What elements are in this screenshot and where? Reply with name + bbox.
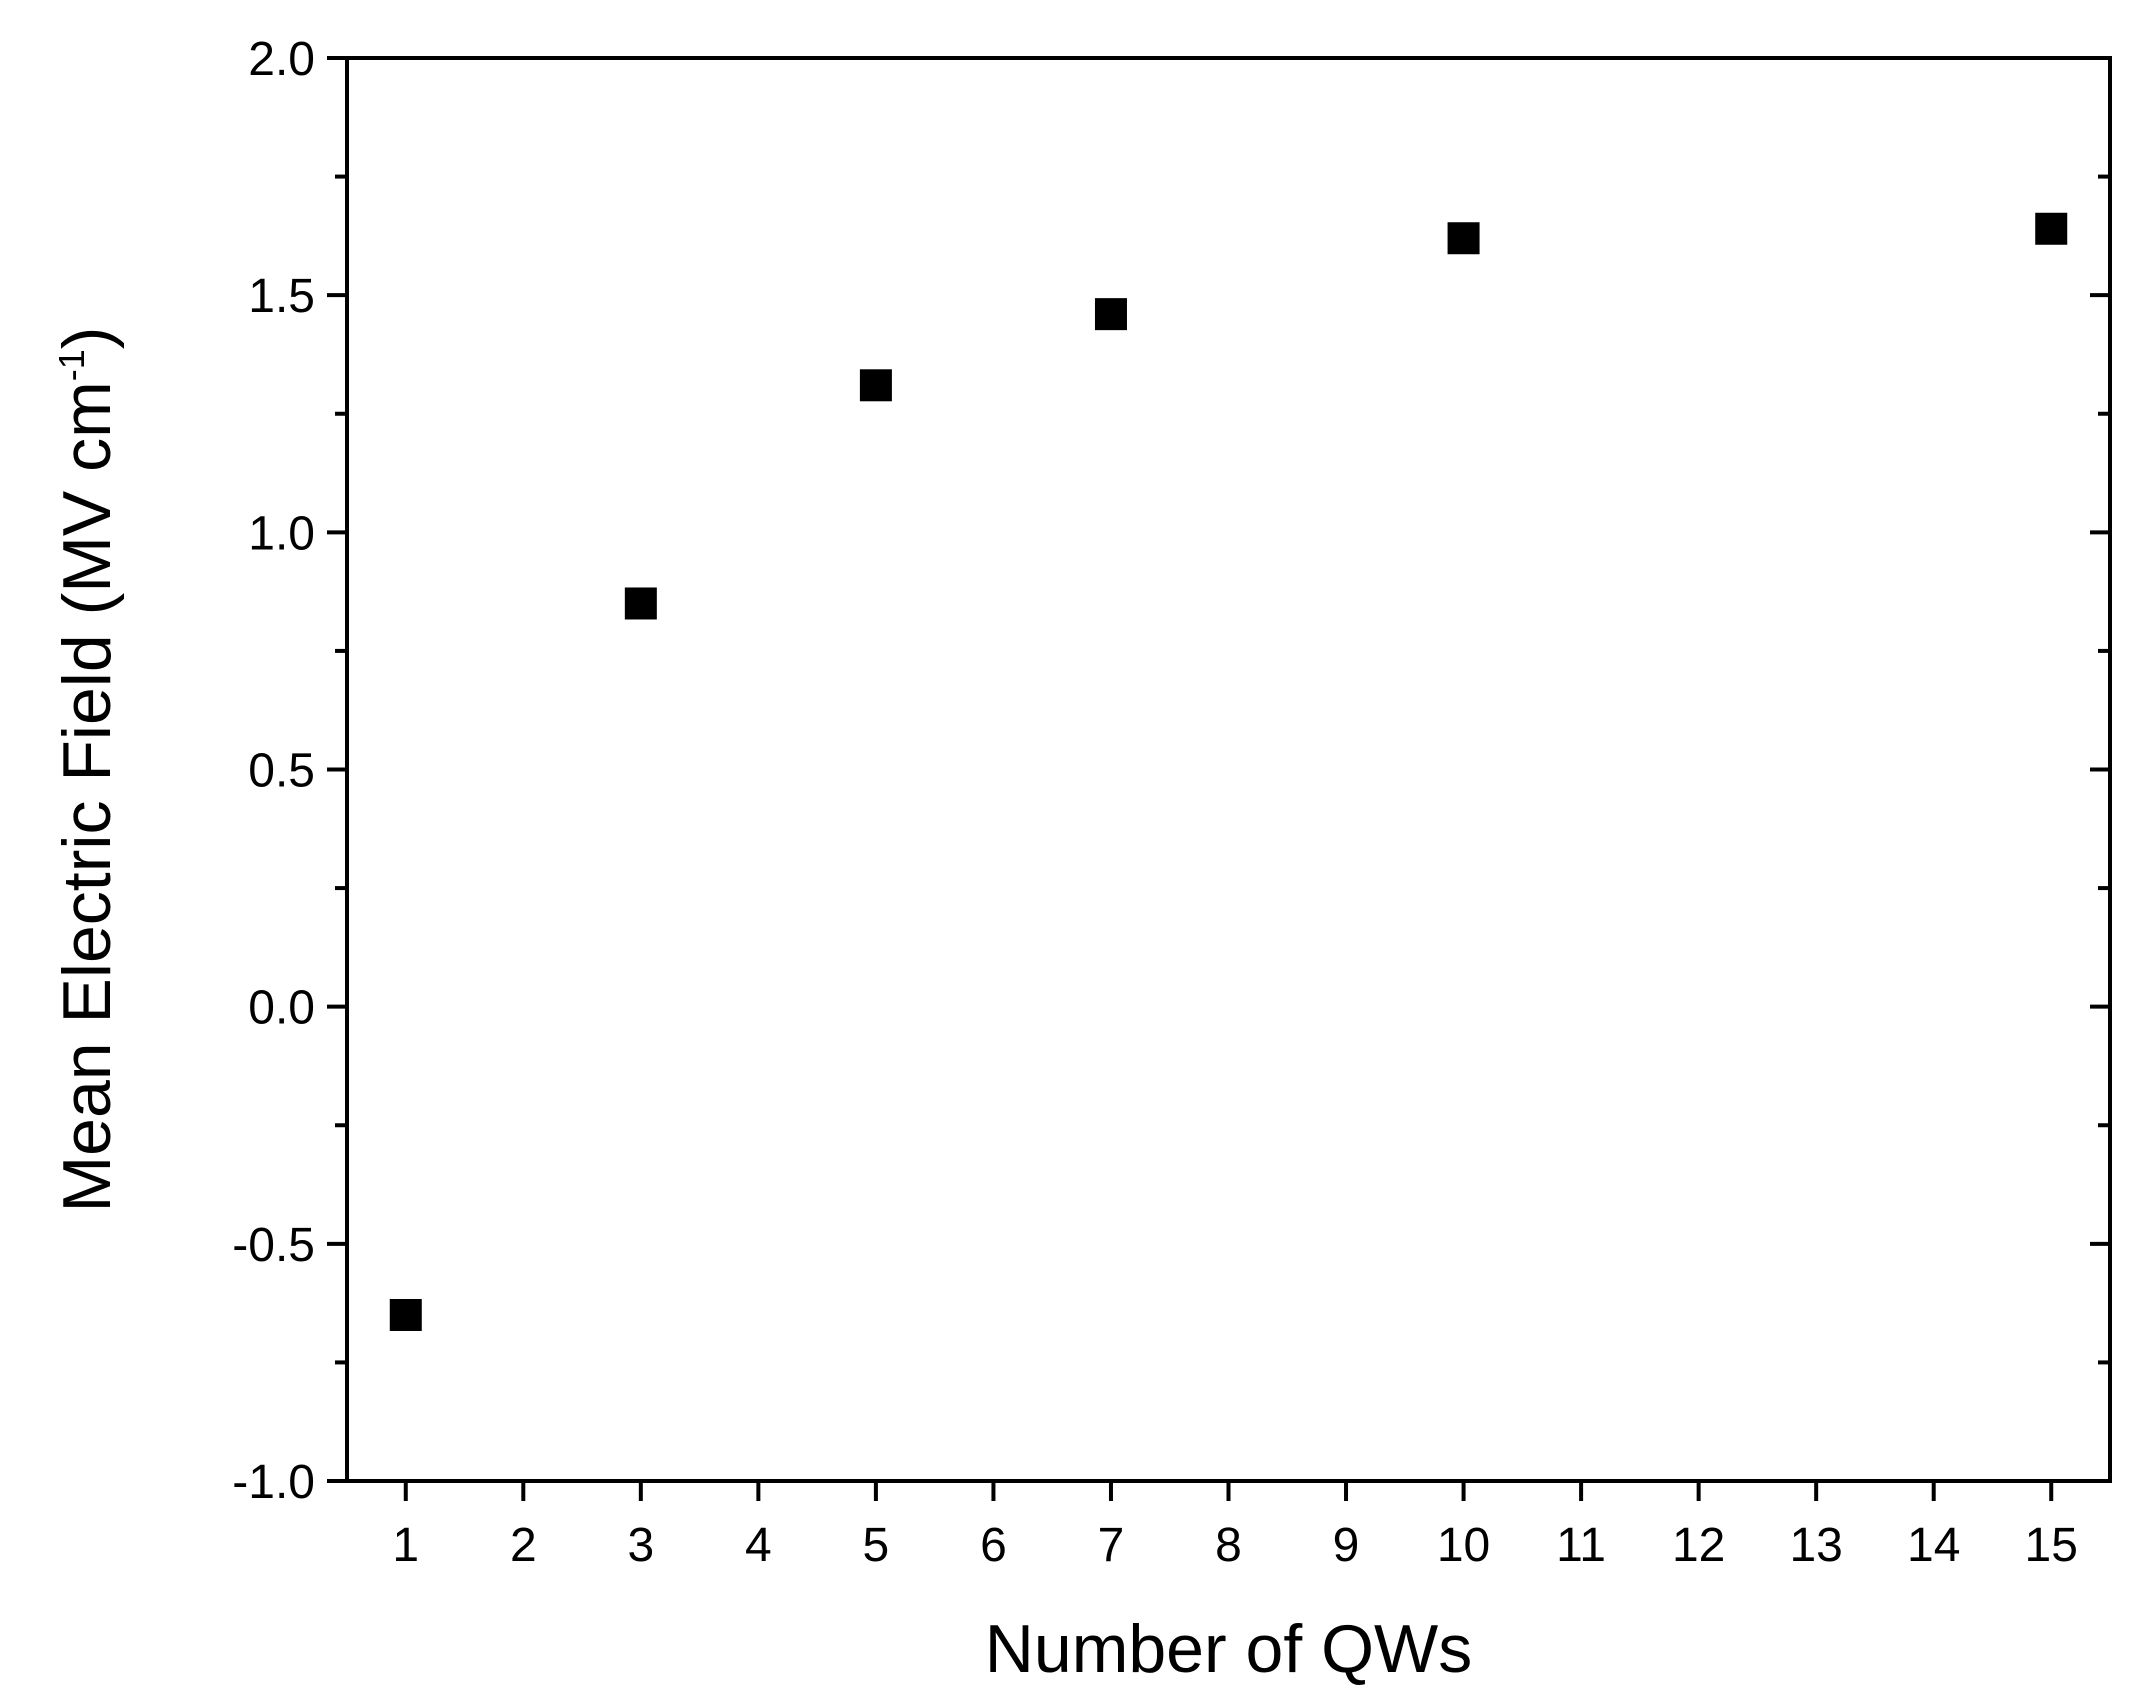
data-point xyxy=(389,1298,422,1331)
y-axis-title-main: Mean Electric Field (MV cm xyxy=(49,381,125,1212)
plot-frame xyxy=(345,56,2112,1483)
y-axis-title-close: ) xyxy=(49,327,125,350)
x-tick-label: 8 xyxy=(1215,1519,1242,1572)
data-point xyxy=(2035,212,2068,245)
data-point xyxy=(624,587,657,620)
x-tick-label: 13 xyxy=(1789,1519,1842,1572)
y-tick-label: 2.0 xyxy=(248,33,315,86)
x-tick-label: 4 xyxy=(745,1519,772,1572)
x-tick-label: 12 xyxy=(1672,1519,1725,1572)
x-tick-label: 9 xyxy=(1333,1519,1360,1572)
x-tick-label: 14 xyxy=(1907,1519,1960,1572)
y-tick-label: -0.5 xyxy=(232,1219,315,1272)
y-tick-label: 0.0 xyxy=(248,982,315,1035)
y-tick-label: -1.0 xyxy=(232,1456,315,1509)
y-axis-title-superscript: -1 xyxy=(51,349,92,381)
x-axis-title: Number of QWs xyxy=(985,1611,1472,1687)
x-tick-label: 1 xyxy=(392,1519,419,1572)
x-tick-label: 5 xyxy=(863,1519,890,1572)
x-tick-label: 6 xyxy=(980,1519,1007,1572)
x-tick-label: 7 xyxy=(1098,1519,1125,1572)
y-axis-title: Mean Electric Field (MV cm-1) xyxy=(49,327,125,1213)
points-layer xyxy=(389,212,2068,1331)
data-point xyxy=(859,369,892,402)
x-tick-label: 15 xyxy=(2025,1519,2078,1572)
y-tick-label: 1.0 xyxy=(248,507,315,560)
y-tick-label: 0.5 xyxy=(248,745,315,798)
x-tick-label: 3 xyxy=(627,1519,654,1572)
ticks-layer: 1 2 3 4 5 6 7 8 9 10 11 12 13 14 15-1.0-0.50.00.51.01.… xyxy=(232,33,2110,1572)
data-point xyxy=(1447,222,1480,255)
y-tick-label: 1.5 xyxy=(248,270,315,323)
x-tick-label: 2 xyxy=(510,1519,537,1572)
x-tick-label: 10 xyxy=(1437,1519,1490,1572)
x-tick-label: 11 xyxy=(1556,1519,1606,1572)
data-point xyxy=(1094,298,1127,331)
